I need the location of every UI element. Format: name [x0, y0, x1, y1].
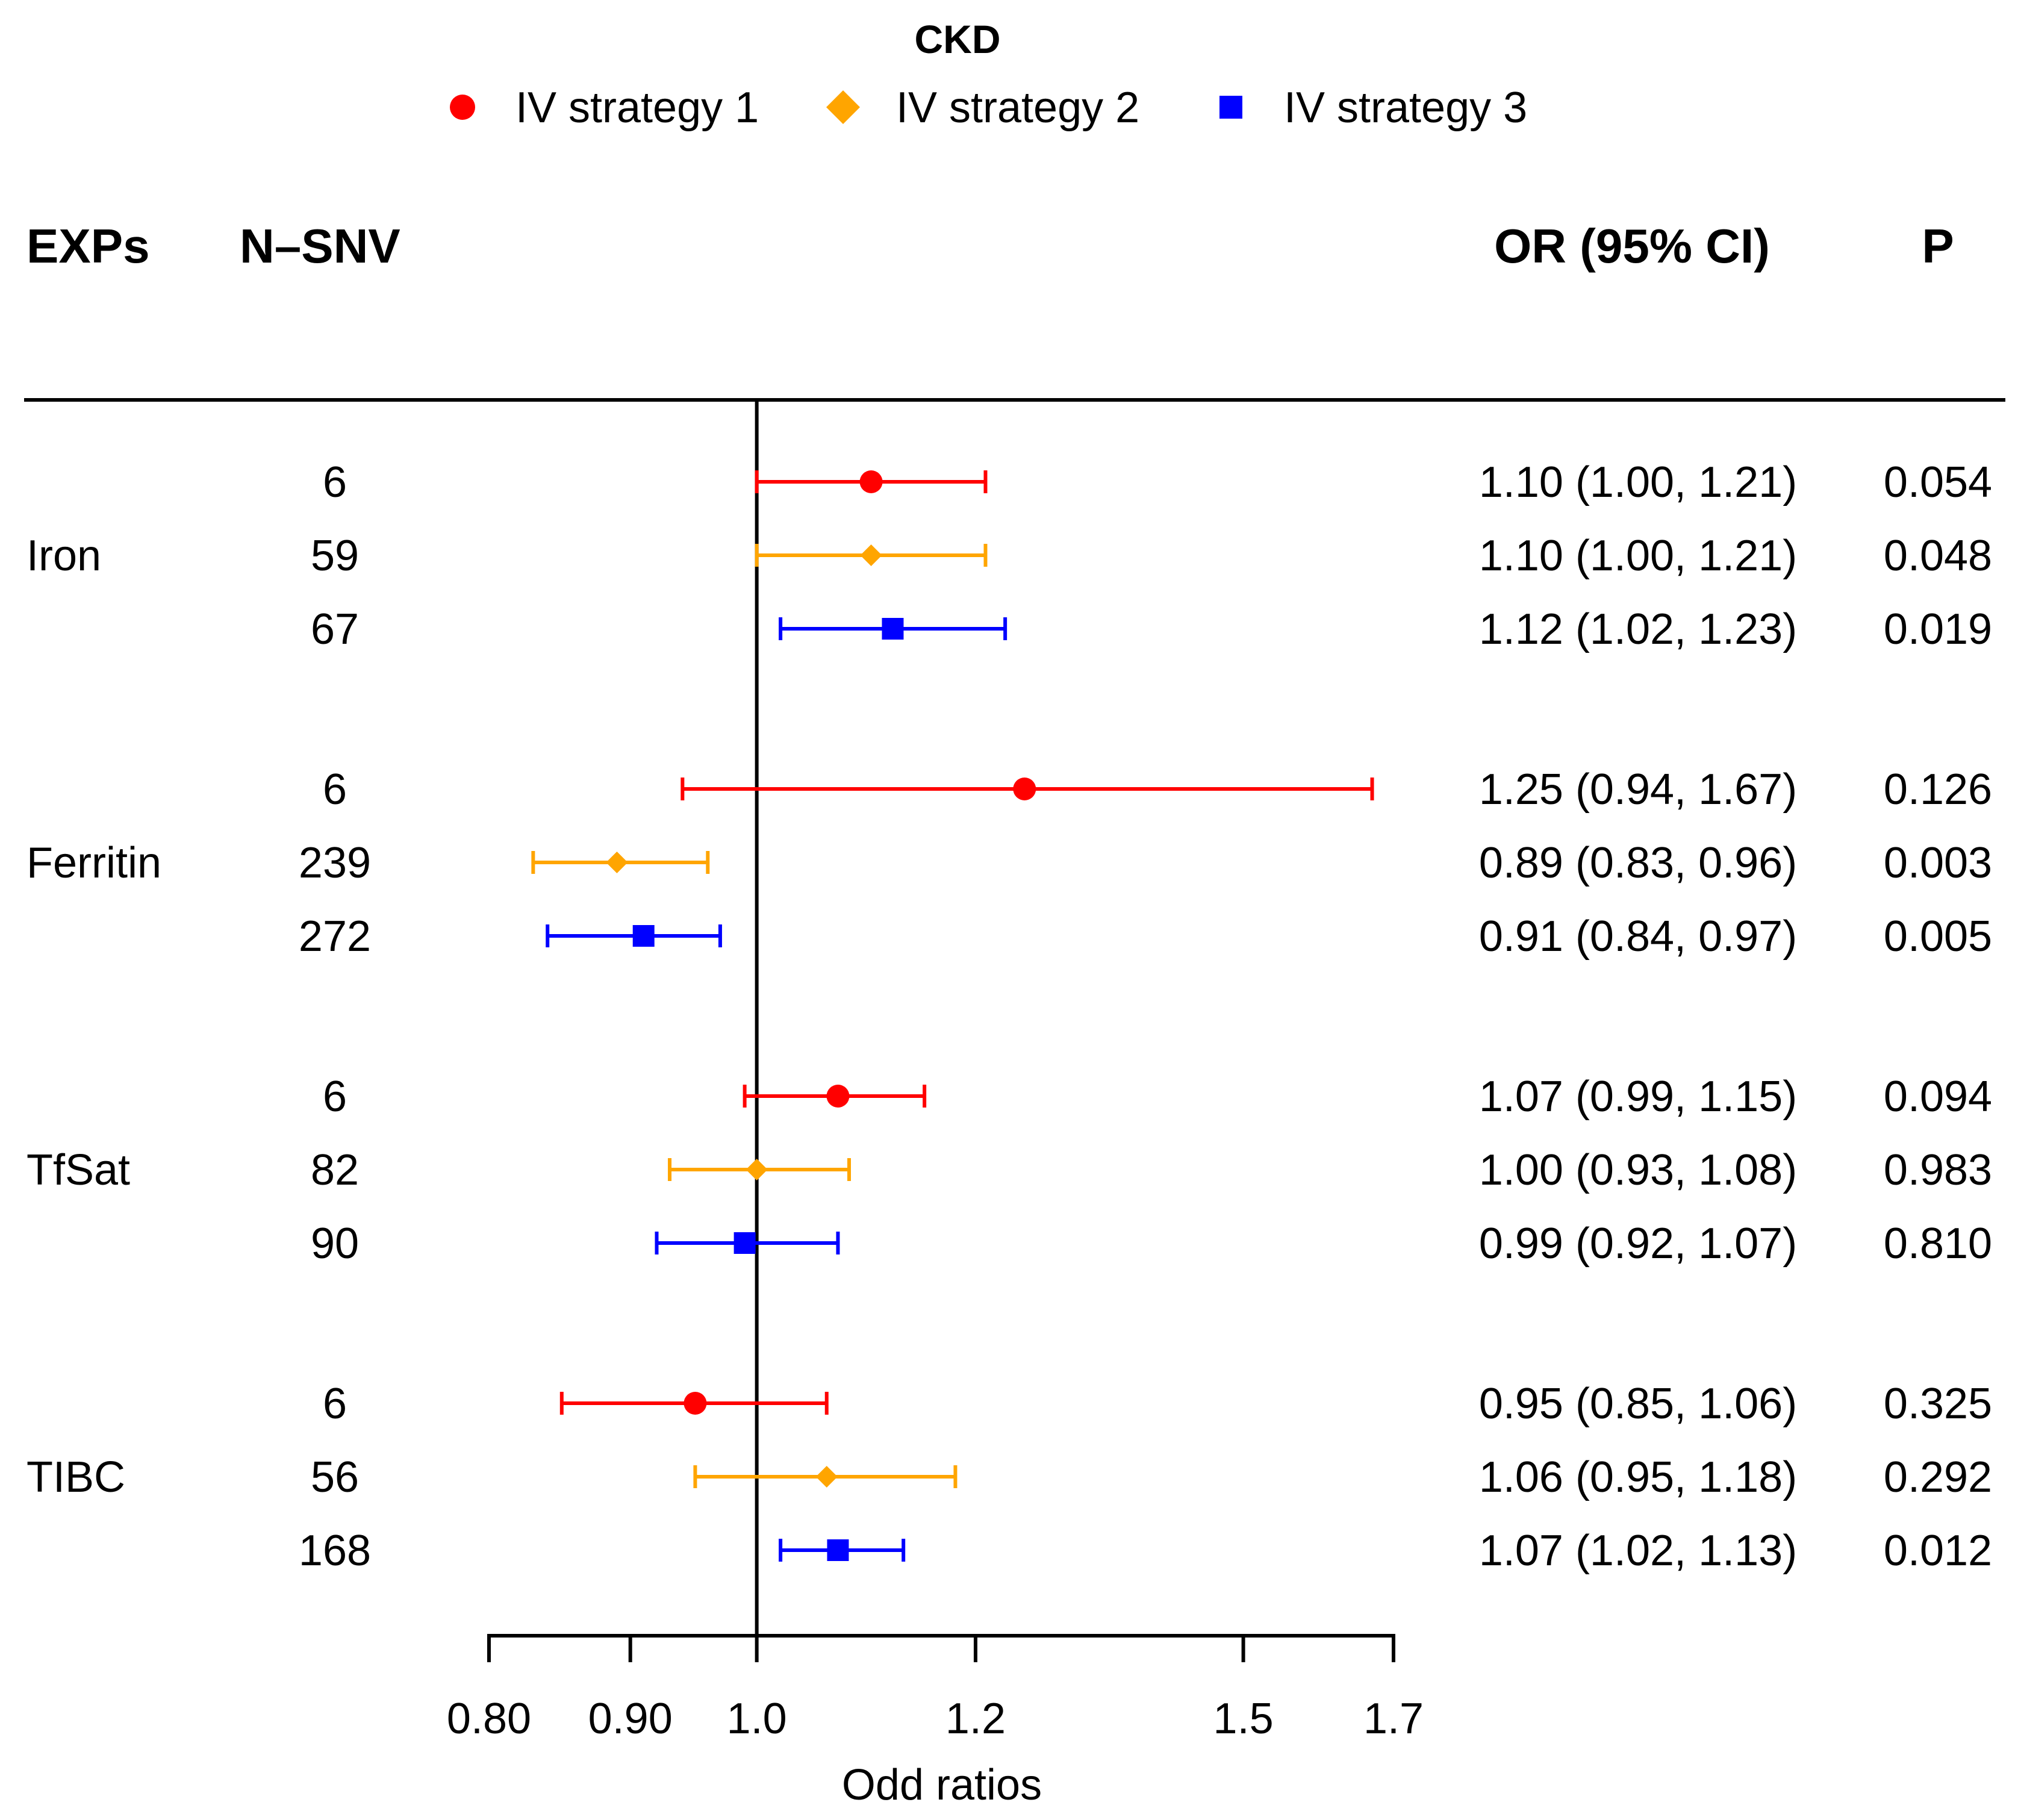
table-row: 56 1.06 (0.95, 1.18) 0.292 [311, 1453, 1992, 1501]
point-estimate [827, 1539, 849, 1561]
p-value: 0.094 [1884, 1073, 1992, 1121]
exposure-label: Ferritin [26, 839, 161, 887]
tick-label: 0.90 [588, 1695, 673, 1743]
legend-label: IV strategy 2 [896, 84, 1139, 132]
n-snv-value: 6 [323, 458, 347, 506]
or-ci-value: 1.06 (0.95, 1.18) [1479, 1453, 1797, 1501]
p-value: 0.003 [1884, 839, 1992, 887]
table-row: 239 0.89 (0.83, 0.96) 0.003 [299, 839, 1992, 887]
table-row: 59 1.10 (1.00, 1.21) 0.048 [311, 532, 1992, 580]
n-snv-value: 6 [323, 1380, 347, 1428]
n-snv-value: 59 [311, 532, 359, 580]
n-snv-value: 56 [311, 1453, 359, 1501]
point-estimate [815, 1466, 838, 1488]
table-row: 6 1.25 (0.94, 1.67) 0.126 [323, 765, 1992, 814]
legend: IV strategy 1 IV strategy 2 IV strategy 3 [450, 84, 1527, 132]
legend-item: IV strategy 1 [450, 84, 759, 132]
or-ci-value: 0.91 (0.84, 0.97) [1479, 912, 1797, 961]
point-estimate [826, 1085, 850, 1108]
exposure-group: Ferritin 6 1.25 (0.94, 1.67) 0.126 239 0.89 (… [26, 765, 1992, 961]
table-row: 6 1.10 (1.00, 1.21) 0.054 [323, 458, 1992, 506]
x-axis: 0.80 0.90 1.0 1.2 1.5 1.7 [447, 1634, 1424, 1743]
p-value: 0.810 [1884, 1220, 1992, 1268]
n-snv-value: 6 [323, 765, 347, 814]
point-estimate [860, 544, 882, 566]
point-estimate [684, 1392, 707, 1415]
n-snv-value: 82 [311, 1146, 359, 1194]
p-value: 0.983 [1884, 1146, 1992, 1194]
point-estimate [746, 1159, 768, 1180]
tick-label: 1.2 [945, 1695, 1006, 1743]
table-row: 82 1.00 (0.93, 1.08) 0.983 [311, 1146, 1992, 1194]
exposure-label: TIBC [26, 1453, 125, 1501]
or-ci-value: 0.95 (0.85, 1.06) [1479, 1380, 1797, 1428]
x-axis-title: Odd ratios [842, 1761, 1042, 1809]
exposure-group: TIBC 6 0.95 (0.85, 1.06) 0.325 56 1.06 (0.95,… [26, 1380, 1992, 1575]
n-snv-value: 272 [299, 912, 371, 961]
n-snv-value: 90 [311, 1220, 359, 1268]
exposure-label: Iron [26, 532, 101, 580]
table-row: 6 1.07 (0.99, 1.15) 0.094 [323, 1073, 1992, 1121]
or-ci-value: 1.10 (1.00, 1.21) [1479, 458, 1797, 506]
header-exposure: EXPs [26, 219, 150, 273]
p-value: 0.019 [1884, 605, 1992, 653]
p-value: 0.005 [1884, 912, 1992, 961]
or-ci-value: 1.10 (1.00, 1.21) [1479, 532, 1797, 580]
circle-legend-marker [450, 95, 475, 120]
header-p: P [1922, 219, 1954, 273]
header-n-snv: N–SNV [240, 219, 400, 273]
legend-item: IV strategy 2 [826, 84, 1139, 132]
p-value: 0.054 [1884, 458, 1992, 506]
table-row: 67 1.12 (1.02, 1.23) 0.019 [311, 605, 1992, 653]
point-estimate [882, 618, 904, 640]
p-value: 0.292 [1884, 1453, 1992, 1501]
legend-label: IV strategy 1 [515, 84, 759, 132]
tick-label: 0.80 [447, 1695, 531, 1743]
table-row: 272 0.91 (0.84, 0.97) 0.005 [299, 912, 1992, 961]
square-legend-marker [1219, 96, 1242, 119]
or-ci-value: 1.25 (0.94, 1.67) [1479, 765, 1797, 814]
exposure-group: TfSat 6 1.07 (0.99, 1.15) 0.094 82 1.00 (0.93… [26, 1073, 1992, 1268]
or-ci-value: 1.07 (0.99, 1.15) [1479, 1073, 1797, 1121]
n-snv-value: 6 [323, 1073, 347, 1121]
tick-label: 1.7 [1363, 1695, 1424, 1743]
or-ci-value: 1.12 (1.02, 1.23) [1479, 605, 1797, 653]
or-ci-value: 0.89 (0.83, 0.96) [1479, 839, 1797, 887]
tick-label: 1.5 [1213, 1695, 1274, 1743]
exposure-group: Iron 6 1.10 (1.00, 1.21) 0.054 59 1.10 (1.00,… [26, 458, 1992, 653]
tick-label: 1.0 [727, 1695, 787, 1743]
or-ci-value: 0.99 (0.92, 1.07) [1479, 1220, 1797, 1268]
legend-label: IV strategy 3 [1284, 84, 1527, 132]
p-value: 0.012 [1884, 1527, 1992, 1575]
header-or-ci: OR (95% CI) [1494, 219, 1770, 273]
point-estimate [1013, 778, 1036, 800]
p-value: 0.048 [1884, 532, 1992, 580]
point-estimate [733, 1232, 756, 1254]
point-estimate [859, 470, 883, 493]
p-value: 0.126 [1884, 765, 1992, 814]
diamond-legend-marker [826, 90, 860, 124]
p-value: 0.325 [1884, 1380, 1992, 1428]
n-snv-value: 168 [299, 1527, 371, 1575]
table-row: 6 0.95 (0.85, 1.06) 0.325 [323, 1380, 1992, 1428]
table-row: 168 1.07 (1.02, 1.13) 0.012 [299, 1527, 1992, 1575]
n-snv-value: 239 [299, 839, 371, 887]
point-estimate [606, 852, 628, 873]
point-estimate [632, 925, 655, 947]
chart-title: CKD [915, 17, 1001, 61]
or-ci-value: 1.00 (0.93, 1.08) [1479, 1146, 1797, 1194]
legend-item: IV strategy 3 [1219, 84, 1527, 132]
or-ci-value: 1.07 (1.02, 1.13) [1479, 1527, 1797, 1575]
table-row: 90 0.99 (0.92, 1.07) 0.810 [311, 1220, 1992, 1268]
exposure-label: TfSat [26, 1146, 130, 1194]
n-snv-value: 67 [311, 605, 359, 653]
